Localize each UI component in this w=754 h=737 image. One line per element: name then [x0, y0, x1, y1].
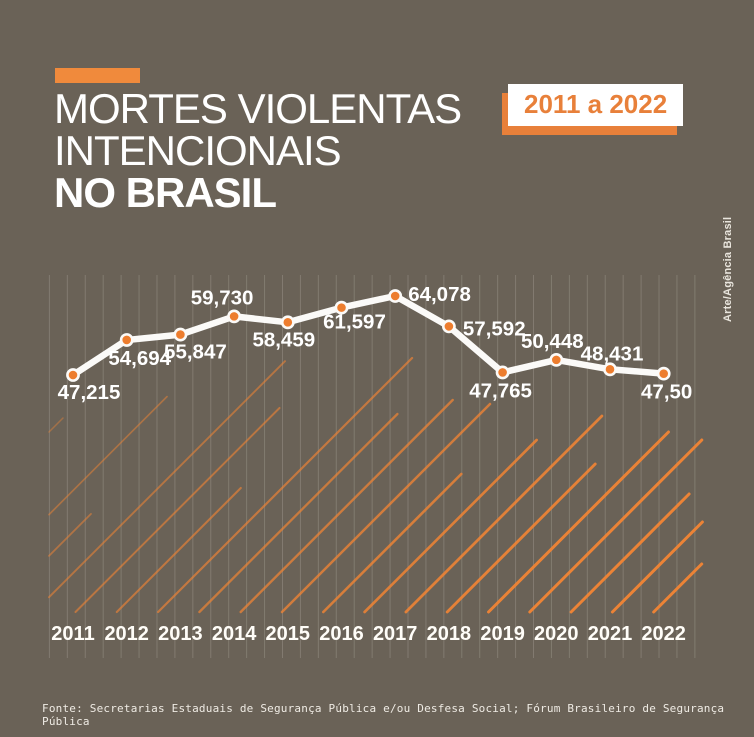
data-point-label: 47,765 — [469, 379, 532, 402]
diagonal-stripe — [322, 472, 463, 614]
diagonal-stripe — [48, 417, 64, 433]
data-point-marker — [656, 366, 671, 381]
data-point-label: 57,592 — [463, 317, 526, 340]
data-point-marker — [334, 300, 349, 315]
diagonal-stripe — [198, 412, 399, 614]
data-point-label: 61,597 — [323, 311, 386, 334]
x-axis-label: 2019 — [480, 623, 525, 645]
data-point-label: 58,459 — [252, 328, 315, 351]
x-axis-label: 2017 — [373, 623, 418, 645]
x-axis-label: 2012 — [104, 623, 149, 645]
source-footnote: Fonte: Secretarias Estaduais de Seguranç… — [42, 702, 725, 728]
diagonal-stripe — [157, 356, 414, 614]
x-axis-label: 2015 — [266, 623, 311, 645]
diagonal-stripe — [404, 414, 604, 614]
diagonal-stripe — [74, 406, 281, 614]
diagonal-stripe — [48, 395, 168, 516]
diagonal-stripe — [239, 398, 454, 614]
art-credit-vertical: Arte/Agência Brasil — [722, 216, 734, 322]
page-title: MORTES VIOLENTAS INTENCIONAIS NO BRASIL — [54, 85, 462, 216]
x-axis-label: 2013 — [158, 623, 203, 645]
title-line-2: INTENCIONAIS — [54, 127, 342, 174]
data-point-marker — [227, 309, 241, 324]
diagonal-stripe — [280, 402, 492, 614]
data-point-label: 50,448 — [521, 330, 584, 353]
data-point-marker — [495, 365, 510, 380]
diagonal-stripe — [652, 562, 704, 614]
data-point-marker — [549, 352, 564, 367]
x-axis-label: 2014 — [212, 623, 257, 645]
data-point-marker — [119, 333, 134, 347]
data-point-label: 59,730 — [191, 286, 254, 309]
diagonal-stripe — [528, 438, 704, 614]
data-point-markers — [66, 289, 671, 382]
data-line — [69, 292, 667, 379]
x-axis-labels: 2011 2012 2013 2014 2015 2016 2017 2018 2019 2020… — [51, 623, 686, 645]
diagonal-stripe — [610, 520, 704, 614]
diagonal-stripe — [48, 512, 92, 557]
x-axis-label: 2011 — [51, 623, 94, 645]
diagonal-stripe — [487, 430, 670, 614]
diagonal-stripe — [48, 360, 286, 599]
title-line-3: NO BRASIL — [54, 169, 277, 216]
x-axis-label: 2022 — [641, 623, 686, 645]
data-point-label: 47,215 — [58, 381, 121, 404]
data-point-label: 47,50 — [641, 381, 692, 404]
diagonal-stripe — [363, 438, 538, 614]
data-point-label: 64,078 — [408, 283, 471, 306]
title-accent-bar — [55, 68, 140, 83]
diagonal-stripe — [569, 492, 691, 614]
diagonal-stripe — [115, 486, 242, 614]
data-point-marker — [280, 315, 295, 330]
data-point-marker — [603, 362, 617, 377]
diagonal-stripes-decoration — [48, 356, 704, 614]
x-axis-label: 2021 — [588, 623, 633, 645]
title-line-1: MORTES VIOLENTAS — [54, 85, 462, 132]
x-axis-label: 2020 — [534, 623, 579, 645]
period-badge: 2011 a 2022 — [508, 84, 684, 126]
data-point-label: 55,847 — [164, 341, 227, 364]
data-point-marker — [66, 368, 80, 382]
data-point-marker — [388, 289, 403, 303]
x-axis-label: 2016 — [319, 623, 364, 645]
data-point-marker — [173, 327, 188, 342]
data-point-label: 48,431 — [581, 342, 644, 365]
diagonal-stripe — [445, 462, 597, 614]
data-point-marker — [441, 319, 456, 334]
data-point-label: 54,694 — [108, 347, 171, 370]
x-axis-label: 2018 — [427, 623, 472, 645]
